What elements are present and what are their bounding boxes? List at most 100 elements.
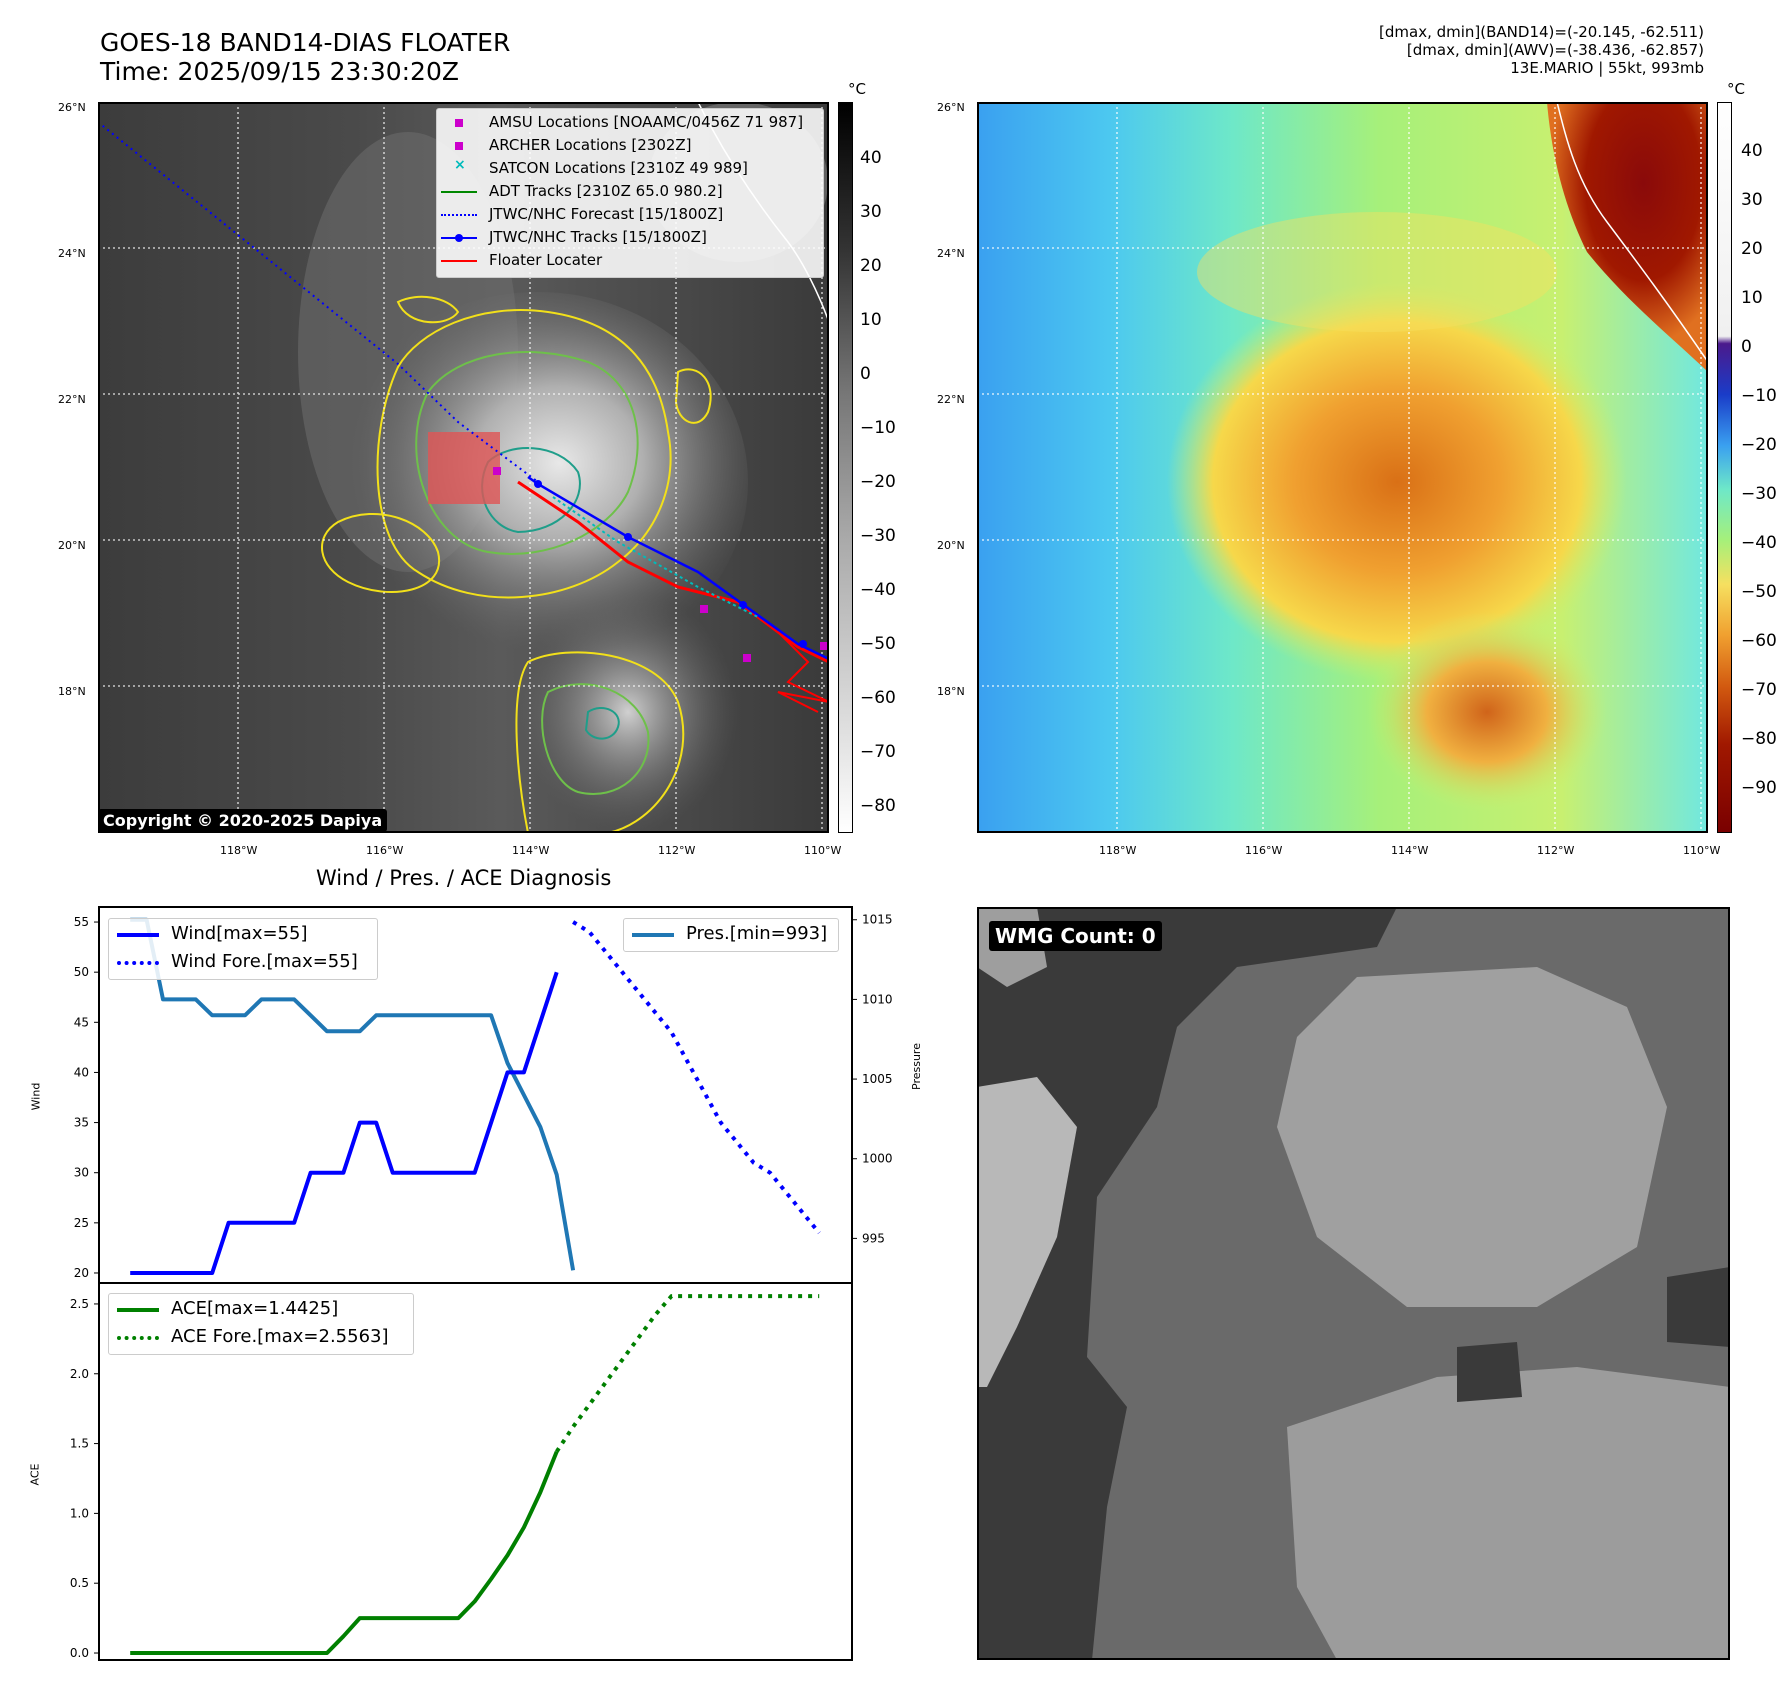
cb-tick: −50	[1741, 582, 1777, 602]
ace-plot-frame	[98, 1282, 853, 1661]
storm-info: 13E.MARIO | 55kt, 993mb	[1510, 59, 1704, 77]
square-marker-icon	[455, 119, 463, 127]
title-line-2: Time: 2025/09/15 23:30:20Z	[100, 57, 459, 86]
legend-label: ADT Tracks [2310Z 65.0 980.2]	[489, 182, 723, 200]
lat-label: 20°N	[937, 539, 965, 552]
ace-tick-label: 1.5	[70, 1437, 89, 1451]
dot-marker-icon	[455, 234, 463, 242]
x-marker-icon: ×	[454, 157, 466, 173]
cb-tick: −50	[860, 634, 896, 654]
cb-tick: −70	[860, 742, 896, 762]
line-marker-icon	[117, 933, 159, 937]
line-marker-icon	[117, 1308, 159, 1312]
dotted-line-icon	[117, 961, 159, 965]
ace-tick-label: 2.5	[70, 1297, 89, 1311]
dotted-line-icon	[117, 1336, 159, 1340]
legend-label: AMSU Locations [NOAAMC/0456Z 71 987]	[489, 113, 804, 131]
diagnostic-info: [dmax, dmin](BAND14)=(-20.145, -62.511) …	[1104, 23, 1704, 77]
lat-label: 24°N	[937, 247, 965, 260]
ace-tick-label: 2.0	[70, 1367, 89, 1381]
cb-tick: 30	[1741, 190, 1763, 210]
legend-label: ACE[max=1.4425]	[171, 1298, 339, 1319]
lon-label: 110°W	[804, 844, 842, 857]
legend-label: JTWC/NHC Tracks [15/1800Z]	[489, 228, 707, 246]
ir-colorbar-unit: °C	[848, 80, 866, 98]
pressure-tick-label: 1015	[862, 913, 893, 927]
ir-colorbar	[838, 102, 853, 833]
ace-line	[130, 1450, 559, 1655]
cb-tick: −30	[1741, 484, 1777, 504]
wind-tick-label: 40	[74, 1065, 89, 1079]
pressure-tick-label: 1010	[862, 992, 893, 1006]
legend-label: Floater Locater	[489, 251, 603, 269]
cb-tick: −10	[860, 418, 896, 438]
lon-label: 118°W	[220, 844, 258, 857]
cb-tick: 20	[1741, 239, 1763, 259]
wind-tick-label: 25	[74, 1216, 89, 1230]
lat-label: 18°N	[937, 685, 965, 698]
lon-label: 118°W	[1099, 844, 1137, 857]
lat-label: 24°N	[58, 247, 86, 260]
cb-tick: −60	[1741, 631, 1777, 651]
pressure-tick-label: 1000	[862, 1152, 893, 1166]
awv-map-panel	[977, 101, 1709, 833]
cb-tick: −40	[860, 580, 896, 600]
ace-tick-label: 0.5	[70, 1576, 89, 1590]
cb-tick: −80	[1741, 729, 1777, 749]
awv-colorbar	[1717, 102, 1732, 833]
pressure-legend: Pres.[min=993]	[623, 918, 839, 952]
pressure-tick-label: 995	[862, 1231, 885, 1245]
legend-label: ARCHER Locations [2302Z]	[489, 136, 692, 154]
lat-label: 18°N	[58, 685, 86, 698]
lat-label: 26°N	[937, 101, 965, 114]
lon-label: 116°W	[366, 844, 404, 857]
pressure-tick-label: 1005	[862, 1072, 893, 1086]
line-marker-icon	[441, 260, 477, 262]
cb-tick: −30	[860, 526, 896, 546]
wind-line	[130, 971, 559, 1275]
lon-label: 110°W	[1683, 844, 1721, 857]
lat-label: 22°N	[937, 393, 965, 406]
wind-tick-label: 45	[74, 1015, 89, 1029]
cb-tick: −70	[1741, 680, 1777, 700]
cb-tick: −90	[1741, 778, 1777, 798]
cb-tick: −60	[860, 688, 896, 708]
map-legend: AMSU Locations [NOAAMC/0456Z 71 987] ARC…	[436, 108, 824, 278]
lon-label: 112°W	[1537, 844, 1575, 857]
awv-map-image	[977, 101, 1709, 833]
cb-tick: 30	[860, 202, 882, 222]
wind-tick-label: 20	[74, 1266, 89, 1280]
cb-tick: 10	[860, 310, 882, 330]
awv-range: [dmax, dmin](AWV)=(-38.436, -62.857)	[1406, 41, 1704, 59]
legend-label: SATCON Locations [2310Z 49 989]	[489, 159, 748, 177]
cb-tick: −10	[1741, 386, 1777, 406]
legend-label: Pres.[min=993]	[686, 923, 828, 944]
wind-tick-label: 35	[74, 1116, 89, 1130]
cb-tick: 40	[860, 148, 882, 168]
wind-tick-label: 55	[74, 915, 89, 929]
wind-legend: Wind[max=55] Wind Fore.[max=55]	[108, 918, 378, 980]
ir-map-border	[98, 102, 829, 833]
wind-forecast-line	[572, 920, 821, 1235]
lon-label: 116°W	[1245, 844, 1283, 857]
cb-tick: 10	[1741, 288, 1763, 308]
wind-tick-label: 30	[74, 1166, 89, 1180]
cb-tick: −80	[860, 796, 896, 816]
wmg-image	[977, 907, 1730, 1660]
title-line-1: GOES-18 BAND14-DIAS FLOATER	[100, 28, 511, 57]
legend-label: ACE Fore.[max=2.5563]	[171, 1326, 389, 1347]
ace-tick-label: 1.0	[70, 1506, 89, 1520]
lon-label: 114°W	[512, 844, 550, 857]
awv-colorbar-unit: °C	[1727, 80, 1745, 98]
legend-label: JTWC/NHC Forecast [15/1800Z]	[489, 205, 724, 223]
dotted-line-icon	[441, 214, 477, 216]
line-marker-icon	[441, 191, 477, 193]
cb-tick: −40	[1741, 533, 1777, 553]
chart-title: GOES-18 BAND14-DIAS FLOATER Time: 2025/0…	[100, 28, 510, 86]
awv-map-border	[977, 102, 1708, 833]
pressure-line	[130, 917, 576, 1271]
wind-tick-label: 50	[74, 965, 89, 979]
cb-tick: 20	[860, 256, 882, 276]
cb-tick: −20	[1741, 435, 1777, 455]
